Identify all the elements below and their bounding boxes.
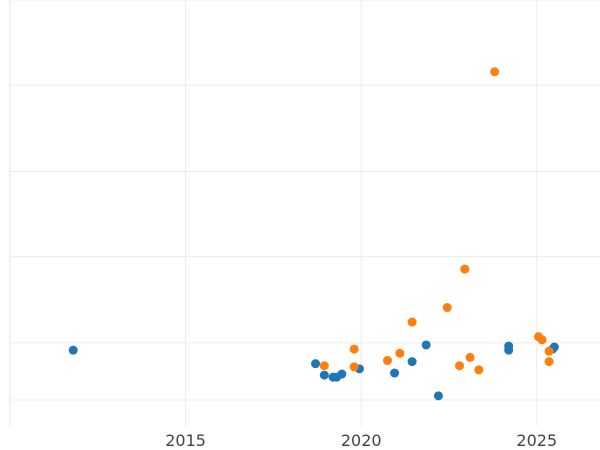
data-point (490, 67, 500, 77)
data-point (465, 352, 475, 362)
data-point (383, 356, 393, 366)
data-point (407, 357, 417, 367)
data-point (395, 348, 405, 358)
data-point (311, 359, 321, 369)
data-point (68, 345, 78, 355)
series-1 (319, 67, 554, 375)
data-point (442, 303, 452, 313)
horizontal-gridlines (10, 0, 600, 401)
data-point (349, 362, 359, 372)
data-point (460, 264, 470, 274)
data-point (319, 370, 329, 380)
data-point (537, 335, 547, 345)
x-tick-label: 2015 (165, 431, 206, 450)
x-tick-label: 2020 (341, 431, 382, 450)
data-point (433, 391, 443, 401)
data-point (544, 357, 554, 367)
data-point (455, 361, 465, 371)
data-point (390, 368, 400, 378)
data-points (68, 67, 559, 401)
data-point (337, 369, 347, 379)
data-point (349, 344, 359, 354)
data-point (474, 365, 484, 375)
vertical-gridlines (185, 0, 538, 426)
data-point (407, 317, 417, 327)
x-axis-ticks: 2015 2020 2025 (165, 431, 557, 450)
data-point (504, 341, 514, 351)
data-point (319, 361, 329, 371)
x-tick-label: 2025 (516, 431, 557, 450)
data-point (544, 346, 554, 356)
data-point (421, 340, 431, 350)
